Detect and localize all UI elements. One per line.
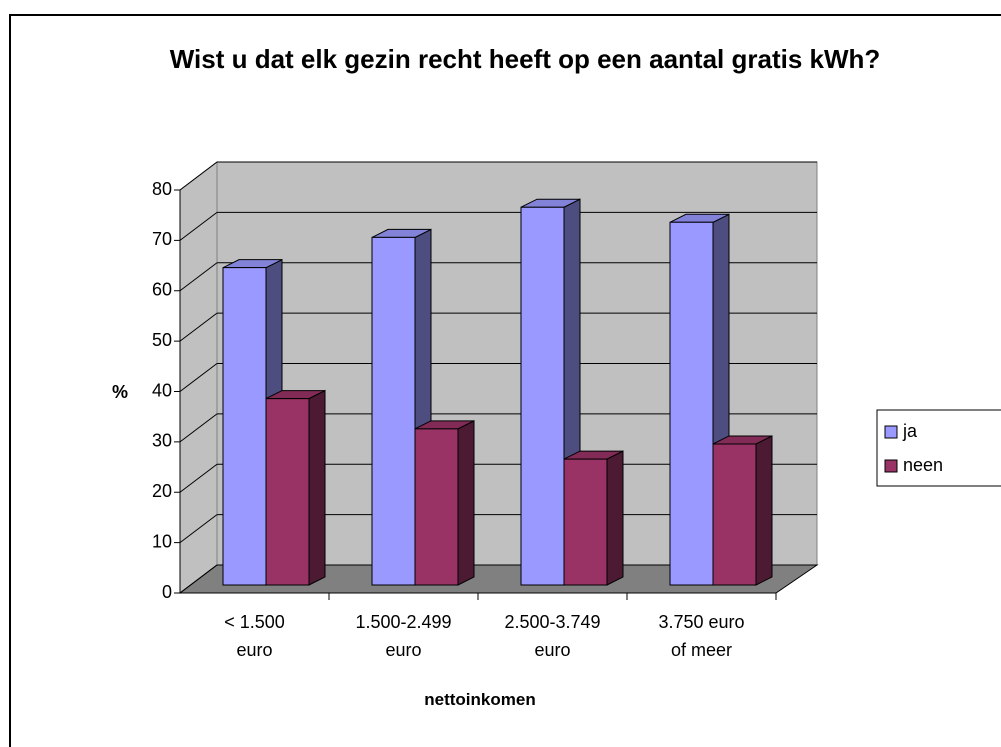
x-tick-label: 1.500-2.499 euro <box>355 612 452 660</box>
x-axis-label: nettoinkomen <box>424 690 536 709</box>
x-tick-label: 3.750 euro of meer <box>658 612 745 660</box>
legend-label: ja <box>902 421 918 441</box>
bar-front <box>222 267 267 586</box>
bar-side <box>606 450 624 586</box>
bar-front <box>669 221 714 586</box>
bar <box>414 420 475 586</box>
bar-side <box>308 389 326 586</box>
bar <box>265 389 326 586</box>
bar-front <box>712 443 757 586</box>
chart-title: Wist u dat elk gezin recht heeft op een … <box>169 44 881 74</box>
bar-side <box>457 420 475 586</box>
legend-swatch <box>884 459 898 473</box>
y-tick-label: 10 <box>152 531 172 551</box>
y-tick-label: 40 <box>152 380 172 400</box>
grid-line-side <box>179 161 218 191</box>
x-tick-label: 2.500-3.749 euro <box>504 612 601 660</box>
bar-front <box>371 236 416 586</box>
y-tick-label: 70 <box>152 229 172 249</box>
legend-label: neen <box>903 455 943 475</box>
bar-front <box>563 458 608 586</box>
y-tick-label: 20 <box>152 481 172 501</box>
grid-line-side <box>179 514 218 544</box>
x-tick-label: < 1.500 euro <box>224 612 285 660</box>
grid-line-side <box>179 413 218 443</box>
grid-line-side <box>179 312 218 342</box>
grid-line-side <box>179 363 218 392</box>
y-tick-label: 80 <box>152 179 172 199</box>
y-tick-label: 50 <box>152 330 172 350</box>
bar-front <box>520 206 565 586</box>
legend-box <box>876 409 1001 487</box>
bar-side <box>755 435 773 586</box>
y-axis-label: % <box>111 382 128 402</box>
grid-line-side <box>179 463 218 493</box>
y-tick-label: 60 <box>152 280 172 300</box>
grid-line-side <box>179 262 218 292</box>
y-tick-label: 0 <box>162 582 172 602</box>
bar <box>563 450 624 586</box>
grid-line-side <box>179 564 218 594</box>
bar <box>712 435 773 586</box>
grid-line-side <box>179 211 218 241</box>
legend-swatch <box>884 425 898 439</box>
bar-front <box>265 398 310 586</box>
bar-front <box>414 428 459 586</box>
y-tick-label: 30 <box>152 431 172 451</box>
